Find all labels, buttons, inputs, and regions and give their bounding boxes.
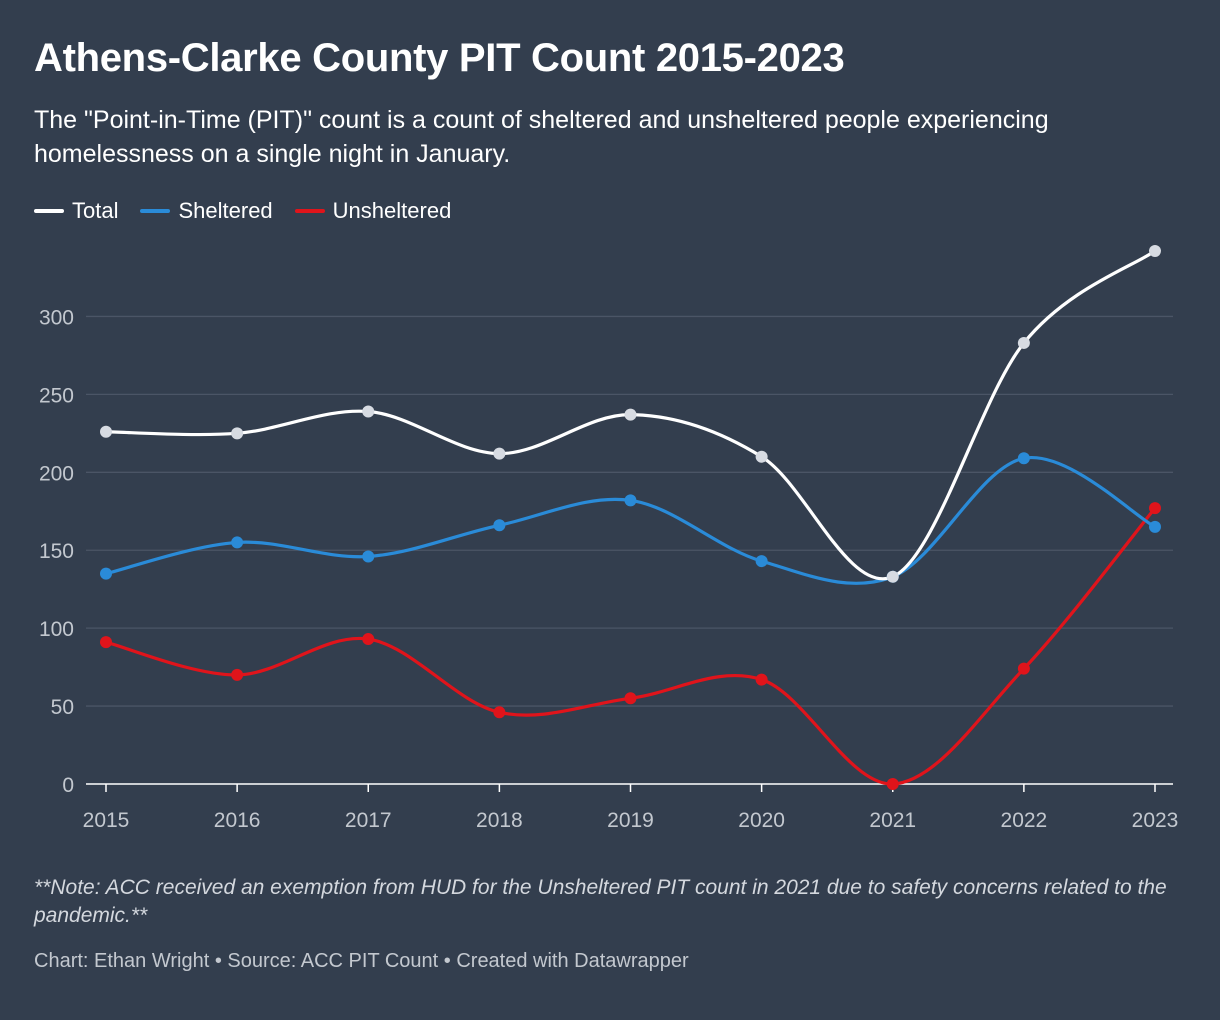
data-point-unsheltered-2020 — [755, 673, 768, 686]
x-tick-label-2016: 2016 — [214, 809, 261, 832]
data-point-sheltered-2023 — [1149, 520, 1161, 533]
data-point-sheltered-2018 — [493, 519, 506, 532]
legend-label-total: Total — [72, 198, 119, 223]
series-line-total — [104, 249, 1157, 581]
legend-item-unsheltered: Unsheltered — [294, 198, 452, 224]
legend-label-unsheltered: Unsheltered — [332, 198, 452, 223]
data-point-sheltered-2016 — [231, 536, 244, 549]
legend-swatch-unsheltered — [294, 209, 325, 213]
legend-label-sheltered: Sheltered — [178, 198, 273, 223]
chart-note: **Note: ACC received an exemption from H… — [34, 876, 1167, 927]
legend: Total Sheltered Unsheltered — [34, 198, 451, 224]
data-point-total-2021 — [886, 570, 899, 583]
data-point-sheltered-2022 — [1017, 452, 1030, 465]
x-tick-label-2021: 2021 — [869, 809, 916, 832]
y-tick-label-50: 50 — [51, 696, 74, 719]
data-point-unsheltered-2016 — [231, 668, 244, 681]
x-tick-label-2020: 2020 — [738, 809, 785, 832]
x-tick-label-2015: 2015 — [83, 809, 130, 832]
y-tick-label-0: 0 — [62, 774, 74, 797]
data-point-unsheltered-2017 — [362, 633, 375, 646]
x-tick-label-2023: 2023 — [1132, 809, 1179, 832]
legend-swatch-sheltered — [140, 209, 171, 213]
x-tick-label-2018: 2018 — [476, 809, 523, 832]
series-line-sheltered — [104, 456, 1157, 585]
data-point-sheltered-2017 — [362, 550, 375, 563]
data-point-unsheltered-2015 — [100, 636, 112, 649]
data-point-unsheltered-2023 — [1149, 502, 1161, 515]
y-tick-label-150: 150 — [39, 540, 74, 563]
legend-item-sheltered: Sheltered — [140, 198, 273, 224]
data-point-sheltered-2015 — [100, 567, 112, 580]
legend-item-total: Total — [34, 198, 118, 224]
data-point-unsheltered-2018 — [493, 706, 506, 719]
data-point-unsheltered-2019 — [624, 692, 637, 705]
data-point-total-2023 — [1149, 244, 1161, 257]
y-tick-label-200: 200 — [39, 462, 74, 485]
x-tick-label-2019: 2019 — [607, 809, 654, 832]
chart-title: Athens-Clarke County PIT Count 2015-2023 — [34, 36, 845, 80]
data-point-total-2018 — [493, 447, 506, 460]
data-point-total-2022 — [1017, 336, 1030, 349]
x-tick-label-2017: 2017 — [345, 809, 392, 832]
data-point-total-2016 — [231, 427, 244, 440]
data-point-total-2015 — [100, 425, 112, 438]
legend-swatch-total — [34, 209, 64, 213]
data-point-total-2019 — [624, 408, 637, 421]
data-point-unsheltered-2022 — [1017, 662, 1030, 675]
x-tick-label-2022: 2022 — [1001, 809, 1048, 832]
data-point-total-2017 — [362, 405, 375, 418]
chart-subtitle: The "Point-in-Time (PIT)" count is a cou… — [34, 106, 1049, 168]
series-line-unsheltered — [104, 506, 1157, 786]
y-tick-label-300: 300 — [39, 306, 74, 329]
data-point-total-2020 — [755, 450, 768, 463]
y-tick-label-100: 100 — [39, 618, 74, 641]
data-point-sheltered-2020 — [755, 555, 768, 568]
chart-credit: Chart: Ethan Wright • Source: ACC PIT Co… — [34, 950, 689, 972]
y-tick-label-250: 250 — [39, 384, 74, 407]
data-point-sheltered-2019 — [624, 494, 637, 507]
data-point-unsheltered-2021 — [886, 778, 899, 790]
